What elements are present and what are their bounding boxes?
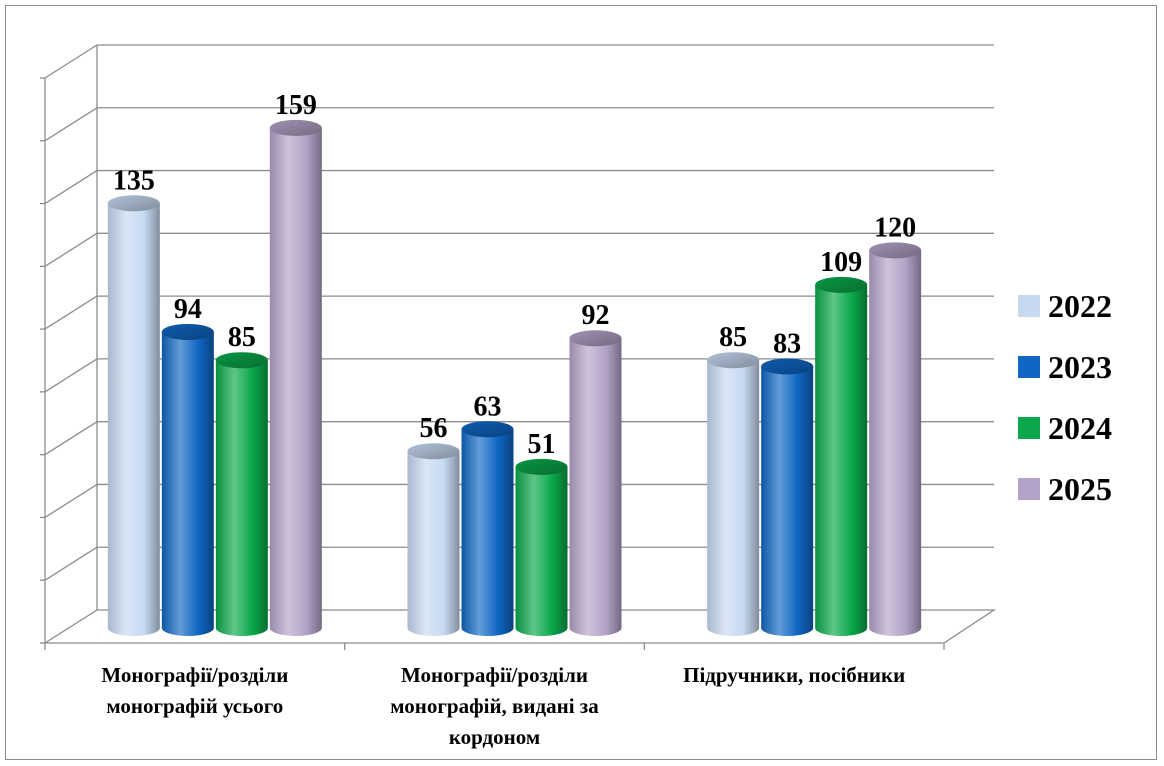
data-label: 56 (420, 413, 448, 444)
bar-2024-2 (515, 458, 568, 636)
legend-swatch (1018, 478, 1040, 500)
data-label: 63 (474, 391, 502, 422)
legend-swatch (1018, 417, 1040, 439)
legend-item-2024: 2024 (1018, 410, 1112, 446)
bar-2025-2 (569, 330, 622, 636)
bar-2022-2 (407, 443, 460, 636)
category-label: Монографії/розділи монографій усього (101, 663, 288, 718)
bar-2023-1 (161, 323, 214, 636)
legend-swatch (1018, 295, 1040, 317)
legend-label: 2025 (1048, 471, 1112, 507)
legend: 2022 2023 2024 2025 (1018, 288, 1112, 507)
data-label: 85 (719, 322, 747, 353)
bar-2024-3 (815, 276, 868, 636)
data-label: 83 (773, 328, 801, 359)
legend-label: 2022 (1048, 288, 1112, 324)
data-label: 109 (820, 247, 862, 278)
bar-2025-3 (869, 242, 922, 637)
category-labels: Монографії/розділи монографій усього Моног… (101, 663, 905, 749)
data-label: 92 (582, 300, 610, 331)
data-labels: 135 94 85 159 56 63 51 92 85 83 109 120 (113, 90, 916, 460)
legend-item-2025: 2025 (1018, 471, 1112, 507)
legend-item-2023: 2023 (1018, 349, 1112, 385)
data-label: 159 (275, 90, 317, 121)
category-label: Монографії/розділи монографій, видані за к… (390, 663, 599, 749)
data-label: 85 (228, 322, 256, 353)
data-label: 120 (874, 212, 916, 243)
bar-2022-1 (107, 195, 160, 636)
bar-2025-1 (269, 119, 322, 637)
bar-2024-1 (215, 352, 268, 636)
data-label: 135 (113, 165, 155, 196)
legend-label: 2024 (1048, 410, 1112, 446)
category-label: Підручники, посібники (683, 663, 905, 687)
bar-2023-3 (761, 358, 814, 636)
legend-item-2022: 2022 (1018, 288, 1112, 324)
legend-label: 2023 (1048, 349, 1112, 385)
data-label: 94 (174, 294, 202, 325)
bar-2023-2 (461, 421, 514, 636)
bar-2022-3 (707, 352, 760, 636)
legend-swatch (1018, 356, 1040, 378)
chart-bars (107, 119, 922, 637)
data-label: 51 (528, 429, 556, 460)
